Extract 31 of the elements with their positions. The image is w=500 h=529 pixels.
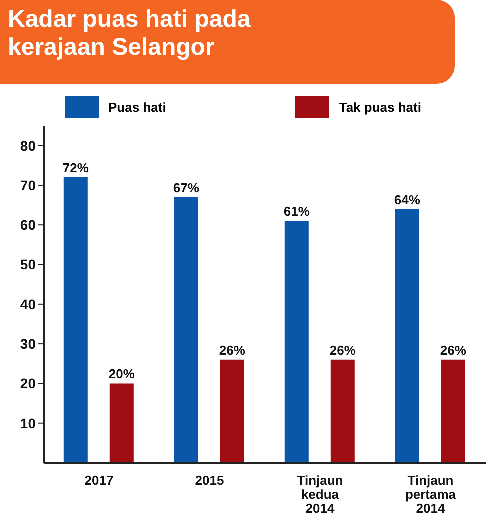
x-tick-label: 2015 [195, 473, 224, 488]
data-label: 26% [440, 342, 467, 358]
bar [330, 360, 355, 463]
y-tick-label: 80 [20, 138, 36, 154]
y-tick-label: 70 [20, 177, 36, 194]
y-tick-label: 20 [20, 376, 36, 392]
y-tick-label: 50 [20, 256, 36, 273]
y-tick-label: 40 [20, 296, 36, 312]
legend-label: Tak puas hati [339, 100, 422, 114]
y-tick-label: 60 [20, 217, 36, 234]
data-label: 64% [394, 192, 421, 208]
x-tick-label: 2017 [84, 473, 114, 488]
data-label: 20% [108, 366, 136, 382]
bar [110, 384, 134, 463]
data-label: 67% [173, 180, 200, 196]
bar [284, 221, 309, 463]
bar [174, 197, 198, 463]
data-label: 72% [62, 160, 90, 176]
bar [395, 209, 420, 463]
data-label: 26% [219, 342, 246, 358]
bar [441, 360, 466, 463]
chart-title: Kadar puas hati pada kerajaan Selangor [7, 5, 252, 63]
legend-label: Puas hati [108, 100, 166, 114]
data-label: 26% [330, 342, 356, 358]
data-label: 61% [284, 204, 310, 220]
y-tick-label: 10 [20, 415, 36, 432]
y-tick-label: 30 [20, 336, 36, 352]
x-tick-label: Tinjaun kedua 2014 [297, 473, 344, 516]
bar [64, 178, 88, 463]
x-tick-label: Tinjaun pertama 2014 [405, 473, 457, 516]
bar [220, 360, 244, 463]
